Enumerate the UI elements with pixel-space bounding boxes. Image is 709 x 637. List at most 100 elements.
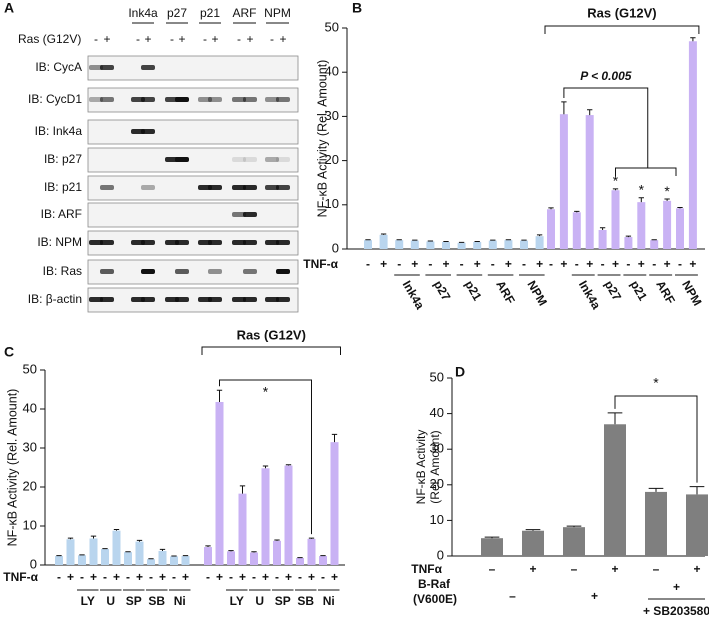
bar: [676, 208, 684, 249]
error-bar: [380, 233, 387, 235]
star: *: [653, 375, 659, 391]
braf-sign: +: [591, 589, 598, 603]
panel-label: B: [352, 0, 362, 16]
x-sign: +: [308, 570, 315, 584]
x-sign: -: [522, 257, 526, 271]
x-sign: -: [229, 570, 233, 584]
x-sign: -: [252, 570, 256, 584]
lane-group-label: NPM: [264, 6, 291, 20]
blot-band: [276, 97, 290, 102]
bar: [379, 234, 388, 249]
error-bar: [308, 537, 315, 539]
y-tick-label: 30: [23, 439, 37, 454]
error-bar: [690, 37, 696, 42]
y-tick-label: 50: [325, 19, 339, 34]
error-bar: [239, 485, 246, 494]
blot-band: [232, 212, 246, 217]
x-sign: +: [411, 257, 418, 271]
y-axis-label: NF-κB Activity (Rel. Amount): [5, 389, 19, 547]
bar: [504, 240, 513, 249]
error-bar: [136, 539, 143, 542]
x-sign: -: [626, 257, 630, 271]
blot-band: [141, 240, 155, 245]
x-sign: -: [575, 257, 579, 271]
pair-label: U: [255, 594, 264, 608]
error-bar: [599, 227, 606, 230]
bracket: [615, 167, 677, 176]
error-bar: [664, 198, 670, 201]
x-sign: +: [586, 257, 593, 271]
x-sign: –: [489, 562, 496, 576]
pair-label: p21: [628, 278, 651, 303]
bar: [273, 540, 281, 565]
x-sign: -: [172, 570, 176, 584]
error-bar: [216, 389, 223, 402]
row-label: TNF-α: [303, 257, 338, 271]
x-sign: -: [298, 570, 302, 584]
x-sign: +: [380, 257, 387, 271]
x-sign: -: [366, 257, 370, 271]
blot-band: [100, 185, 114, 190]
row-label: TNF-α: [3, 570, 38, 584]
blot-band: [100, 240, 114, 245]
blot-row-label: IB: β-actin: [28, 292, 82, 306]
blot-band: [265, 185, 279, 190]
error-bar: [638, 197, 644, 203]
pair-label: p21: [462, 278, 485, 303]
blot-band: [265, 240, 279, 245]
x-sign: +: [182, 570, 189, 584]
x-sign: +: [638, 257, 645, 271]
bar: [215, 401, 224, 565]
blot-band: [198, 97, 212, 102]
lane-sign: -: [136, 32, 140, 46]
x-sign: +: [90, 570, 97, 584]
group-label: Ras (G12V): [587, 5, 656, 20]
blot-band: [276, 297, 290, 302]
x-sign: -: [678, 257, 682, 271]
pair-label: NPM: [524, 278, 549, 308]
y-axis-label: (Rel. Amount): [428, 430, 442, 503]
x-sign: -: [206, 570, 210, 584]
pair-label: Ink4a: [400, 278, 428, 312]
bracket: [544, 25, 700, 34]
pair-label: LY: [81, 594, 95, 608]
lane-sign: +: [279, 32, 286, 46]
x-sign: +: [560, 257, 567, 271]
pair-label: SB: [297, 594, 314, 608]
row-label: TNFα: [411, 562, 442, 576]
bar: [522, 530, 544, 556]
bar: [307, 538, 316, 565]
error-bar: [525, 529, 541, 531]
blot-strip: [87, 55, 299, 81]
bar: [410, 240, 419, 249]
blot-row-label: IB: p21: [44, 180, 82, 194]
error-bar: [612, 188, 619, 191]
error-bar: [262, 465, 269, 469]
y-tick-label: 10: [23, 517, 37, 532]
y-tick-label: 10: [430, 512, 444, 527]
y-tick-label: 40: [430, 405, 444, 420]
bar: [563, 527, 585, 556]
bracket: [201, 346, 341, 355]
lane-sign: -: [203, 32, 207, 46]
error-bar: [90, 535, 97, 539]
error-bar: [566, 525, 582, 528]
x-sign: +: [136, 570, 143, 584]
blot-band: [89, 297, 103, 302]
bar: [89, 538, 98, 565]
bar: [101, 549, 109, 565]
bar: [645, 491, 667, 556]
blot-strip: [87, 119, 299, 145]
error-bar: [574, 210, 580, 213]
bar: [147, 559, 155, 565]
pair-label: SB: [148, 594, 165, 608]
error-bar: [484, 536, 500, 539]
bar: [426, 241, 435, 249]
pair-label: p27: [431, 278, 454, 303]
blot-band: [208, 269, 222, 274]
lane-group-label: p21: [200, 6, 220, 20]
blot-band: [89, 97, 103, 102]
x-sign: -: [652, 257, 656, 271]
pair-label: p27: [602, 278, 625, 303]
x-sign: +: [67, 570, 74, 584]
